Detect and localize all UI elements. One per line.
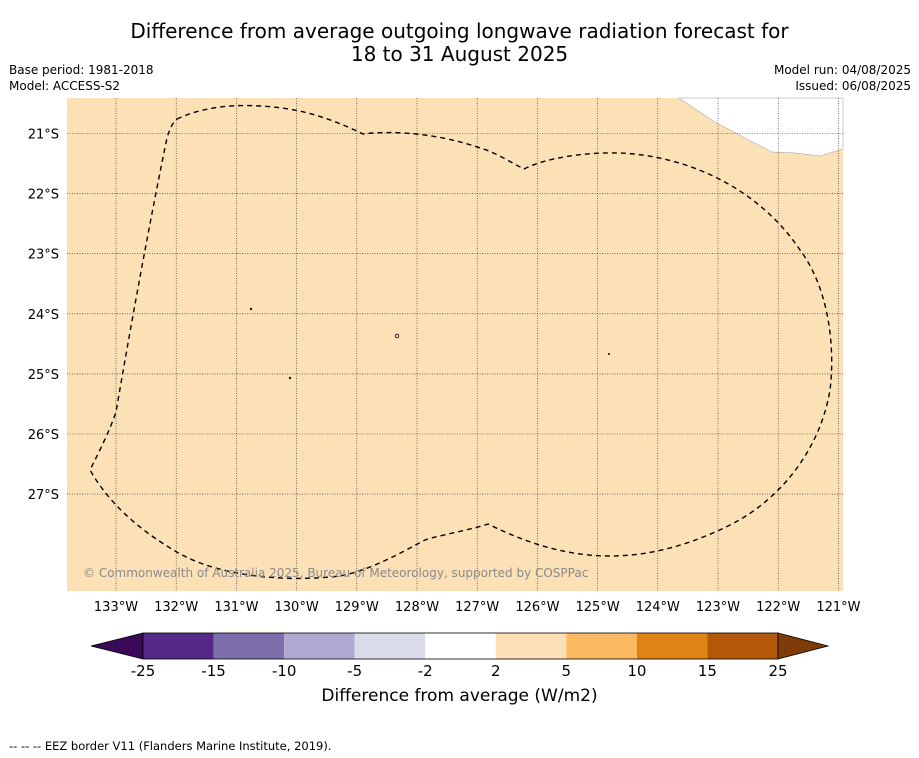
colorbar-tick-label: -10	[272, 662, 297, 680]
latitude-label: 21°S	[28, 128, 59, 143]
island	[608, 352, 611, 355]
colorbar-segment	[707, 633, 778, 659]
forecast-fill-region	[67, 98, 843, 591]
title-line-2: 18 to 31 August 2025	[350, 42, 569, 66]
colorbar-label: Difference from average (W/m2)	[321, 686, 598, 706]
map-area: © Commonwealth of Australia 2025, Bureau…	[67, 97, 844, 591]
issued-date: Issued: 06/08/2025	[795, 79, 911, 93]
island	[288, 376, 292, 380]
longitude-label: 122°W	[756, 600, 800, 615]
longitude-label: 133°W	[94, 600, 138, 615]
longitude-label: 129°W	[335, 600, 379, 615]
colorbar-segment	[425, 633, 496, 659]
longitude-label: 127°W	[455, 600, 499, 615]
copyright-text: © Commonwealth of Australia 2025, Bureau…	[83, 566, 588, 580]
colorbar-ticks: -25 -15 -10 -5 -2 2 5 10 15 25	[131, 662, 788, 680]
colorbar-tick-label: -2	[418, 662, 433, 680]
longitude-label: 123°W	[696, 600, 740, 615]
colorbar-tick-label: -5	[347, 662, 362, 680]
latitude-label: 26°S	[28, 428, 59, 443]
islands	[249, 307, 611, 380]
colorbar-tick-label: 2	[491, 662, 501, 680]
longitude-label: 124°W	[636, 600, 680, 615]
longitude-label: 130°W	[275, 600, 319, 615]
colorbar-over-triangle	[777, 632, 830, 660]
latitude-label: 24°S	[28, 308, 59, 323]
meta-right: Model run: 04/08/2025 Issued: 06/08/2025	[774, 62, 911, 94]
model-run: Model run: 04/08/2025	[773, 63, 911, 77]
colorbar-segment	[213, 633, 285, 659]
colorbar-tick-label: 5	[562, 662, 572, 680]
longitude-label: 128°W	[395, 600, 439, 615]
island	[394, 333, 400, 339]
title-line-1: Difference from average outgoing longwav…	[130, 19, 789, 43]
latitude-label: 22°S	[28, 188, 59, 203]
eez-border	[89, 104, 833, 580]
colorbar-tick-label: 10	[627, 662, 646, 680]
colorbar-segment	[566, 633, 637, 659]
longitude-label: 126°W	[515, 600, 559, 615]
latitude-label: 23°S	[28, 248, 59, 263]
colorbar-segment	[143, 633, 214, 659]
model-name: Model: ACCESS-S2	[9, 79, 121, 93]
longitude-labels: 133°W 132°W 131°W 130°W 129°W 128°W 127°W 126°W…	[94, 600, 861, 615]
no-data-region	[678, 97, 844, 157]
latitude-labels: 21°S 22°S 23°S 24°S 25°S 26°S 27°S	[28, 128, 59, 504]
latitude-label: 27°S	[28, 488, 59, 503]
base-period: Base period: 1981-2018	[9, 63, 154, 77]
colorbar-tick-label: 25	[768, 662, 787, 680]
colorbar-segment	[284, 633, 355, 659]
longitude-gridlines	[115, 98, 839, 591]
latitude-label: 25°S	[28, 368, 59, 383]
colorbar-tick-label: -15	[201, 662, 226, 680]
eez-legend-note: -- -- -- EEZ border V11 (Flanders Marine…	[9, 739, 332, 753]
longitude-label: 131°W	[214, 600, 258, 615]
colorbar-tick-label: -25	[131, 662, 156, 680]
island	[249, 307, 253, 311]
colorbar-under-triangle	[90, 632, 144, 660]
meta-left: Base period: 1981-2018 Model: ACCESS-S2	[9, 62, 154, 94]
colorbar-segment	[354, 633, 426, 659]
longitude-label: 121°W	[816, 600, 860, 615]
colorbar-tick-label: 15	[698, 662, 717, 680]
longitude-label: 125°W	[576, 600, 620, 615]
colorbar	[90, 632, 830, 660]
colorbar-segment	[636, 633, 708, 659]
latitude-gridlines	[67, 133, 843, 495]
colorbar-segment	[495, 633, 567, 659]
longitude-label: 132°W	[154, 600, 198, 615]
